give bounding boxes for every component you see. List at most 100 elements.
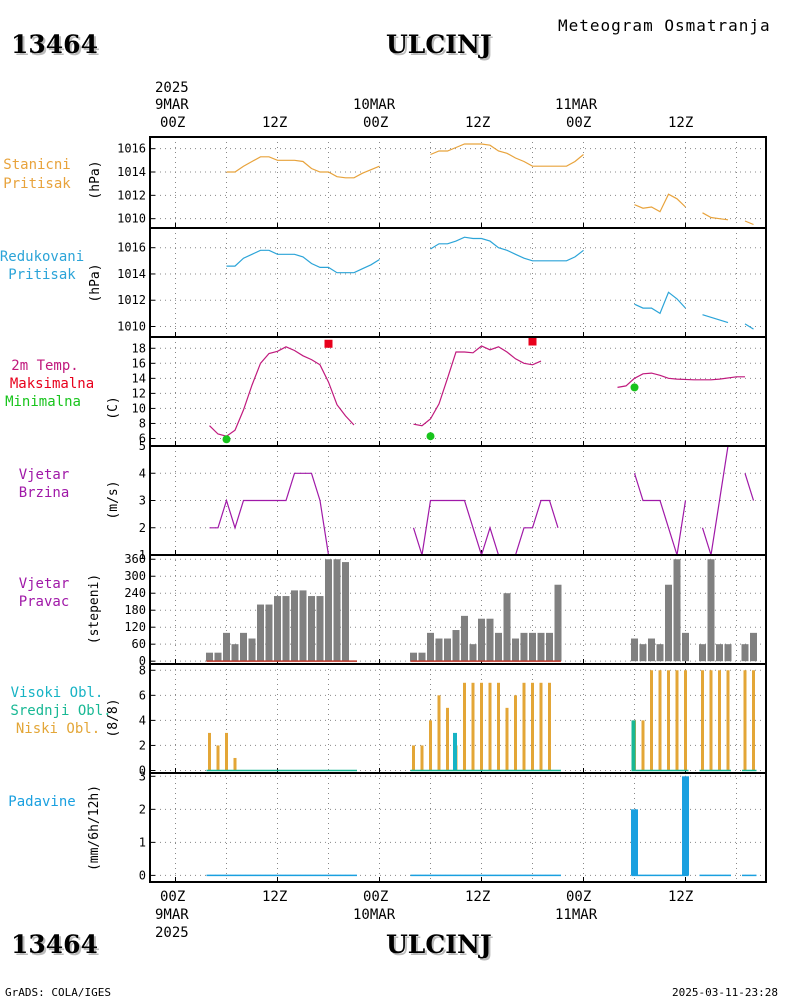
wind-dir-bar [299,590,307,662]
cloud-bar [658,670,662,771]
stanicni-line [430,143,584,167]
cloud-bar [225,732,228,771]
wind-dir-bar [257,604,264,662]
wind-dir-bar [223,632,230,662]
wind-dir-bar [495,632,502,662]
panel5-unit: (stepeni) [87,574,102,644]
wind-dir-bar [325,559,332,662]
y-tick-label: 1014 [117,267,146,281]
cloud-bar [208,732,211,771]
panel7-label1: Padavine [8,794,75,810]
cloud-bar [675,670,679,771]
top-tick-00z-1: 00Z [160,115,185,131]
top-tick-00z-2: 00Z [363,115,388,131]
cloud-bar [429,720,432,771]
station-name-shadow: ULCINJ [388,32,494,61]
wind-dir-bar [240,632,247,662]
panel2-label1: Redukovani [0,249,84,265]
cloud-bar [743,670,747,771]
redukovani-line [702,314,729,324]
y-tick-label: 0 [139,654,146,668]
wind-dir-bar [529,632,536,662]
top-year-label: 2025 [155,80,189,96]
y-tick-label: 4 [139,466,146,480]
wind-dir-bar [656,644,664,662]
station-id-bottom-shadow: 13464 [13,932,100,961]
wind-dir-bar [418,652,426,662]
cloud-bar [667,670,670,771]
wind-dir-bar [469,644,477,662]
redukovani-line [226,249,380,274]
y-tick-label: 14 [132,371,146,385]
wind-dir-bar [520,632,528,662]
cloud-bar [531,682,534,771]
y-tick-label: 18 [132,341,146,355]
wind-dir-bar [716,644,723,662]
y-tick-label: 1014 [117,165,146,179]
wind-dir-bar [248,638,256,662]
footer-credit: GrADS: COLA/IGES [5,986,111,999]
cloud-bar [650,670,653,771]
cloud-bar [505,707,509,771]
cloud-bar [471,682,475,771]
y-tick-label: 10 [132,401,146,415]
y-tick-label: 6 [139,431,146,445]
temp-line [617,372,745,388]
cloud-bar [480,682,483,771]
y-tick-label: 300 [124,569,146,583]
station-id-top: 13464 [11,30,98,59]
bottom-day2-label: 10MAR [353,907,396,923]
wind-dir-bar [435,638,443,662]
bottom-tick-12z-2: 12Z [465,889,490,905]
wind-dir-bar [682,632,689,662]
top-tick-12z-2: 12Z [465,115,490,131]
station-name-top: ULCINJ [386,30,492,59]
cloud-bar [453,732,457,771]
y-tick-label: 1016 [117,142,146,156]
y-tick-label: 60 [132,637,146,651]
y-tick-label: 3 [139,769,146,783]
top-tick-12z-1: 12Z [262,115,287,131]
y-tick-label: 1010 [117,212,146,226]
panel5-label1: Vjetar [19,576,70,592]
panel6-unit: (8/8) [106,698,121,737]
wind-dir-bar [206,652,213,662]
wind-dir-bar [231,644,239,662]
redukovani-line [744,323,754,330]
y-tick-label: 5 [139,439,146,453]
top-tick-12z-3: 12Z [668,115,693,131]
bottom-year-label: 2025 [155,925,189,941]
cloud-bar [420,745,424,771]
cloud-bar [412,745,415,771]
precip-bar [631,809,638,876]
cloud-bar [726,670,730,771]
wind-dir-bar [427,632,434,662]
panel4-label1: Vjetar [19,467,70,483]
cloud-bar [437,695,441,771]
wind-dir-bar [707,559,715,662]
y-tick-label: 0 [139,763,146,777]
station-name-bottom: ULCINJ [386,930,492,959]
tmax-marker [324,339,333,348]
stanicni-line [744,220,754,226]
cloud-bar [446,707,449,771]
wind-speed-line [701,445,729,556]
y-tick-label: 240 [124,586,146,600]
panel1-unit: (hPa) [88,160,103,199]
wind-speed-line [744,473,755,501]
y-tick-label: 2 [139,738,146,752]
station-id-bottom: 13464 [11,930,98,959]
top-day1-label: 9MAR [155,97,189,113]
wind-dir-bar [452,630,460,662]
wind-dir-bar [537,632,545,662]
temp-line [413,345,542,427]
y-tick-label: 2 [139,521,146,535]
wind-dir-bar [308,596,315,662]
y-tick-label: 1 [139,835,146,849]
cloud-bar [539,682,543,771]
panel-frame-2 [149,227,767,338]
y-tick-label: 4 [139,713,146,727]
wind-dir-bar [503,593,511,662]
wind-dir-bar [274,596,281,662]
panel7-unit: (mm/6h/12h) [87,785,102,871]
